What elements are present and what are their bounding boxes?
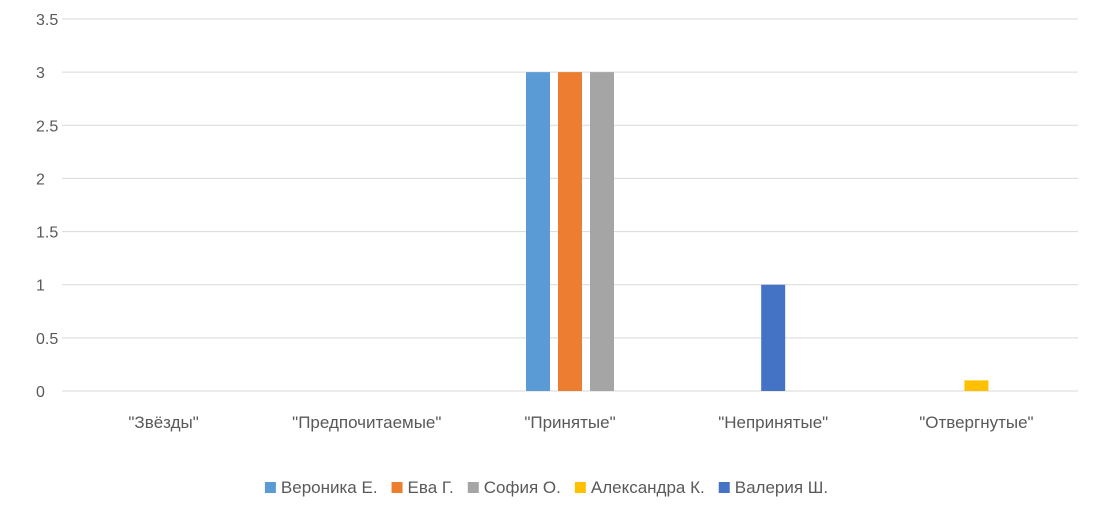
y-axis-ticks: 0 0.5 1 1.5 2 2.5 3 3.5 — [36, 12, 58, 401]
x-tick-label: "Принятые" — [524, 413, 615, 432]
bars — [526, 72, 989, 392]
legend: Вероника Е. Ева Г. София О. Александра К. Ва… — [264, 478, 828, 497]
legend-swatch — [574, 482, 586, 493]
legend-swatch — [391, 482, 403, 493]
legend-swatch — [718, 482, 730, 493]
y-tick-label: 1 — [36, 278, 45, 295]
y-tick-label: 0.5 — [36, 331, 58, 348]
legend-item: Александра К. — [574, 478, 705, 497]
bar — [526, 72, 550, 392]
bar — [964, 380, 989, 391]
legend-item: Ева Г. — [391, 478, 454, 497]
legend-label: София О. — [484, 478, 561, 497]
y-tick-label: 3.5 — [36, 12, 58, 29]
y-tick-label: 3 — [36, 65, 45, 82]
x-tick-label: "Непринятые" — [718, 413, 828, 432]
legend-item: София О. — [467, 478, 561, 497]
legend-swatch — [467, 482, 479, 493]
legend-item: Валерия Ш. — [718, 478, 828, 497]
y-tick-label: 2.5 — [36, 118, 58, 135]
legend-label: Вероника Е. — [281, 478, 378, 497]
legend-label: Александра К. — [591, 478, 705, 497]
legend-label: Ева Г. — [408, 478, 454, 497]
x-axis-ticks: "Звёзды" "Предпочитаемые" "Принятые" "Непри… — [128, 413, 1033, 432]
bar — [761, 284, 786, 391]
y-tick-label: 1.5 — [36, 225, 58, 242]
x-tick-label: "Звёзды" — [128, 413, 198, 432]
bar — [590, 72, 614, 392]
y-tick-label: 0 — [36, 384, 45, 401]
legend-swatch — [264, 482, 276, 493]
x-tick-label: "Предпочитаемые" — [292, 413, 441, 432]
legend-item: Вероника Е. — [264, 478, 378, 497]
y-tick-label: 2 — [36, 171, 45, 188]
x-tick-label: "Отвергнутые" — [919, 413, 1033, 432]
legend-label: Валерия Ш. — [735, 478, 828, 497]
bar — [558, 72, 582, 392]
